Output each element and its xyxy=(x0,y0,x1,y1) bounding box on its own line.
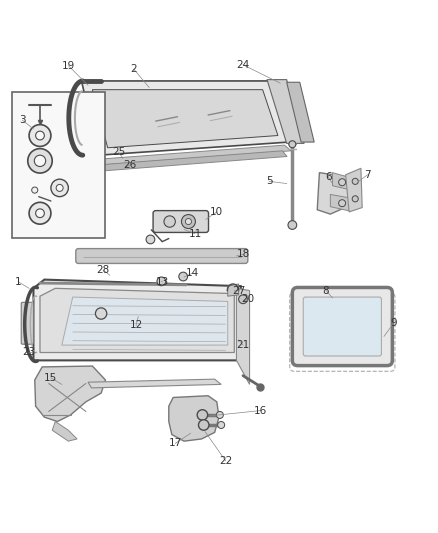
Polygon shape xyxy=(317,173,350,214)
Circle shape xyxy=(29,203,51,224)
Circle shape xyxy=(185,219,191,224)
Text: 26: 26 xyxy=(123,160,136,170)
Polygon shape xyxy=(228,284,239,296)
Text: 11: 11 xyxy=(188,229,201,239)
Polygon shape xyxy=(52,422,77,441)
Circle shape xyxy=(181,215,195,229)
Circle shape xyxy=(339,179,346,185)
Circle shape xyxy=(218,422,225,429)
FancyBboxPatch shape xyxy=(303,297,381,356)
Text: 12: 12 xyxy=(129,320,143,330)
Text: 19: 19 xyxy=(62,61,75,71)
Text: 18: 18 xyxy=(237,249,250,259)
Circle shape xyxy=(32,187,38,193)
Circle shape xyxy=(56,184,63,191)
Polygon shape xyxy=(287,82,314,142)
Circle shape xyxy=(352,196,358,202)
Polygon shape xyxy=(237,288,250,384)
Polygon shape xyxy=(35,366,106,422)
Polygon shape xyxy=(62,297,228,345)
Text: 1: 1 xyxy=(15,277,21,287)
Text: 20: 20 xyxy=(241,294,254,304)
Circle shape xyxy=(34,155,46,166)
Circle shape xyxy=(51,179,68,197)
FancyBboxPatch shape xyxy=(21,302,33,344)
Text: 5: 5 xyxy=(266,176,272,187)
Text: 3: 3 xyxy=(19,115,26,125)
Polygon shape xyxy=(346,168,362,212)
Polygon shape xyxy=(40,288,234,352)
Text: 25: 25 xyxy=(112,147,125,157)
Text: 7: 7 xyxy=(364,170,371,180)
Text: 9: 9 xyxy=(390,318,397,328)
Text: 2: 2 xyxy=(131,64,137,74)
Text: 28: 28 xyxy=(97,265,110,275)
Polygon shape xyxy=(81,81,289,155)
FancyBboxPatch shape xyxy=(153,211,208,232)
FancyBboxPatch shape xyxy=(292,287,392,366)
Text: 15: 15 xyxy=(44,373,57,383)
Text: 14: 14 xyxy=(186,268,199,278)
Polygon shape xyxy=(88,379,221,388)
Circle shape xyxy=(28,149,52,173)
Polygon shape xyxy=(169,395,219,441)
Circle shape xyxy=(288,221,297,229)
Circle shape xyxy=(146,235,155,244)
Circle shape xyxy=(197,410,208,420)
Circle shape xyxy=(198,420,209,430)
Polygon shape xyxy=(95,151,287,171)
FancyBboxPatch shape xyxy=(28,182,40,198)
Polygon shape xyxy=(330,195,350,211)
Polygon shape xyxy=(95,145,291,165)
Circle shape xyxy=(157,277,166,286)
Text: 6: 6 xyxy=(325,172,332,182)
Circle shape xyxy=(35,209,44,217)
Polygon shape xyxy=(92,90,278,148)
Circle shape xyxy=(352,179,358,184)
FancyBboxPatch shape xyxy=(12,92,106,238)
Circle shape xyxy=(239,295,247,304)
Circle shape xyxy=(216,411,223,418)
Text: 24: 24 xyxy=(237,60,250,70)
Polygon shape xyxy=(332,173,348,189)
Text: 13: 13 xyxy=(155,277,169,287)
Text: 17: 17 xyxy=(169,438,182,448)
Text: 10: 10 xyxy=(210,207,223,217)
Text: 21: 21 xyxy=(237,340,250,350)
Circle shape xyxy=(95,308,107,319)
Circle shape xyxy=(339,200,346,207)
Text: 23: 23 xyxy=(22,346,36,357)
FancyBboxPatch shape xyxy=(76,248,248,263)
Text: 27: 27 xyxy=(232,286,245,295)
Circle shape xyxy=(179,272,187,281)
Polygon shape xyxy=(267,79,304,143)
Text: 8: 8 xyxy=(323,286,329,295)
Circle shape xyxy=(289,141,296,148)
Circle shape xyxy=(164,216,175,227)
Text: 16: 16 xyxy=(254,406,267,416)
Circle shape xyxy=(29,125,51,147)
Circle shape xyxy=(35,131,44,140)
Polygon shape xyxy=(33,280,241,360)
Text: 22: 22 xyxy=(219,456,232,466)
